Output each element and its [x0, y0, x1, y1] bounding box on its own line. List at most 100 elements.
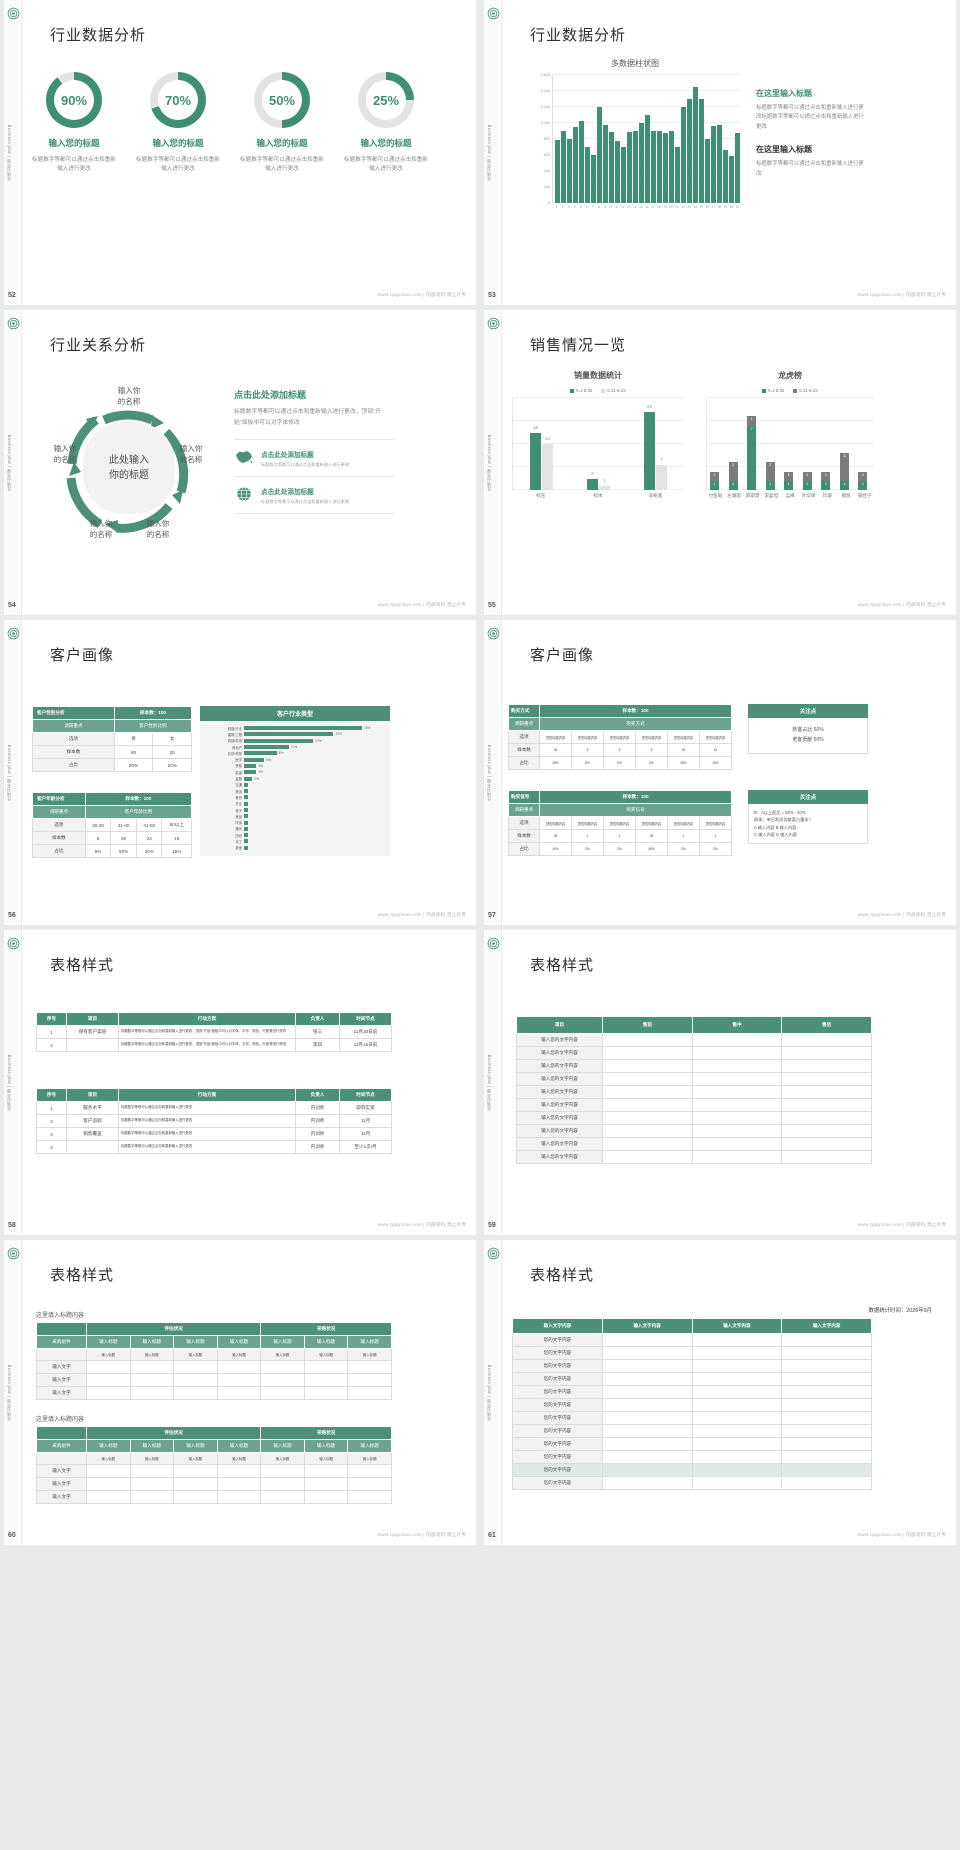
slide-61[interactable]: Business plan | 商业计划书 表格样式 数据统计时间：2026年9…	[484, 1240, 956, 1545]
table-row[interactable]: 输入文字	[36, 1490, 392, 1504]
table-row[interactable]: 输入您的文字内容	[516, 1059, 872, 1073]
slide-52[interactable]: Business plan | 商业计划书 行业数据分析 90% 输入您的标题 …	[4, 0, 476, 305]
table-row[interactable]: 1 保有客户渠道 标题数字等都可以通过点击和重新输入进行更改，顶部"开始"面板中可以…	[36, 1025, 392, 1039]
assessment-table-2[interactable]: 评估状况 采购状况 采购组件 输入标题 输入标题 输入标题 输入标题 输入标题 输入标题 输入标题…	[36, 1426, 392, 1504]
table-row[interactable]: 3 销售覆盖 标题数字等都可以通过点击和重新输入进行更改 内训师 11月	[36, 1127, 392, 1141]
cycle-diagram[interactable]: 此处输入 你的标题 输入你 的名称 输入你 的名称 输入你 的名称 输入你 的名称 输入…	[38, 382, 218, 552]
page-number: 53	[488, 292, 496, 299]
donut-card[interactable]: 50% 输入您的标题 标题数字等都可以通过点击和重新输入进行更改	[240, 72, 324, 174]
table-row[interactable]: 输入您的文字内容	[516, 1033, 872, 1047]
y-tick-label: 1,200	[540, 105, 550, 109]
donut-chart-70: 70%	[150, 72, 206, 128]
buy-mode-table[interactable]: 购买方式 样本数：100 调研重点 购买方式 选项 您的标题内容 您的标题内容 您的标题内容您…	[507, 704, 733, 770]
donut-card[interactable]: 90% 输入您的标题 标题数字等都可以通过点击和重新输入进行更改	[32, 72, 116, 174]
slide-57[interactable]: Business plan | 商业计划书 客户画像 购买方式 样本数：100 调研…	[484, 620, 956, 925]
table-row[interactable]: 您的文字内容	[512, 1411, 872, 1425]
table-row[interactable]: 输入文字	[36, 1386, 392, 1400]
date-table-61[interactable]: 输入文字内容 输入文字内容 输入文字内容 输入文字内容 您的文字内容 您的文字内容 您的文字…	[512, 1318, 872, 1490]
table-row[interactable]: 选项男女	[32, 732, 192, 746]
table-row[interactable]: 选项 您的标题内容 您的标题内容 您的标题内容 您的标题内容 您的标题内容 您的标题内容	[507, 816, 733, 830]
slide-60[interactable]: Business plan | 商业计划书 表格样式 这里填入标题内容 评估状况…	[4, 1240, 476, 1545]
table-row[interactable]: 输入您的文字内容	[516, 1111, 872, 1125]
table-row[interactable]: 样本数 45 2 3 45 2 3	[507, 829, 733, 843]
column-header: 项目	[516, 1016, 603, 1034]
side-row[interactable]: 点击此处添加标题 标题数字等都可以通过点击和重新输入进行更改	[234, 439, 394, 478]
industry-bar	[244, 814, 249, 819]
table-row[interactable]: 4 标题数字等都可以通过点击和重新输入进行更改 内训师 至少1次/月	[36, 1140, 392, 1154]
table-row[interactable]: 您的文字内容	[512, 1333, 872, 1347]
cell	[86, 1490, 131, 1504]
slide-leftbar: Business plan | 商业计划书	[4, 1240, 22, 1545]
donut-card[interactable]: 70% 输入您的标题 标题数字等都可以通过点击和重新输入进行更改	[136, 72, 220, 174]
table-row[interactable]: 输入文字	[36, 1477, 392, 1491]
slide-58[interactable]: Business plan | 商业计划书 表格样式 序号 项目 行动方案 负责人 时间…	[4, 930, 476, 1235]
cycle-node-bottom-left[interactable]: 输入你 的名称	[89, 519, 113, 539]
cycle-node-top[interactable]: 输入你 的名称	[117, 386, 141, 406]
table-row[interactable]: 输入文字	[36, 1464, 392, 1478]
table-row[interactable]: 输入您的文字内容	[516, 1137, 872, 1151]
gender-table[interactable]: 客户性别分析 样本数：100 调研重点 客户性别比例 选项男女 样本数 80 20 …	[32, 706, 193, 772]
action-plan-table-2[interactable]: 序号 项目 行动方案 负责人 时间节点 1 服务水平 标题数字等都可以通过点击和重新输入进行更…	[36, 1088, 392, 1154]
donut-card[interactable]: 25% 输入您的标题 标题数字等都可以通过点击和重新输入进行更改	[344, 72, 428, 174]
slide-59[interactable]: Business plan | 商业计划书 表格样式 项目 售前 售中 售后 输入您的文…	[484, 930, 956, 1235]
focus-box-2[interactable]: 关注点 B：A以上配比 = 50% : 50% 群体：单目利润贡献度占重多？ A 输…	[748, 790, 868, 845]
cycle-node-bottom-right[interactable]: 输入你 的名称	[146, 519, 170, 539]
table-row[interactable]: 选项 您的标题内容 您的标题内容 您的标题内容 您的标题内容 您的标题内容 您的标题内容	[507, 730, 733, 744]
table-row[interactable]: 您的文字内容	[512, 1476, 872, 1490]
cycle-node-right[interactable]: 输入你 的名称	[179, 444, 203, 464]
table-row[interactable]: 样本数 80 20	[32, 745, 192, 759]
table-row[interactable]: 您的文字内容	[512, 1437, 872, 1451]
action-plan-table-1[interactable]: 序号 项目 行动方案 负责人 时间节点 1 保有客户渠道 标题数字等都可以通过点击和重新输入进…	[36, 1012, 392, 1052]
table-row[interactable]: 样本数 5 60 23 15	[32, 831, 192, 845]
age-table[interactable]: 客户年龄分析 样本数：100 调研重点 客户年龄比例 选项 20-30 31-40 4…	[32, 792, 193, 858]
table-row[interactable]: 您的文字内容	[512, 1450, 872, 1464]
table-row[interactable]: 占比 45% 2% 3% 45% 2% 3%	[507, 842, 733, 856]
table-row[interactable]: 输入您的文字内容	[516, 1072, 872, 1086]
assessment-table-1[interactable]: 评估状况 采购状况 采购组件 输入标题 输入标题 输入标题 输入标题 输入标题 输入标题 输入标题…	[36, 1322, 392, 1400]
cycle-node-left[interactable]: 输入你 的名称	[53, 444, 77, 464]
row-label: 输入文字	[36, 1490, 87, 1504]
side-row[interactable]: 点击此处添加标题 标题数字等都可以通过点击和重新输入进行更改	[234, 477, 394, 514]
focus-box-1[interactable]: 关注点 新客占比 50% 老客贡献 50%	[748, 704, 868, 754]
cell: 至少1次/月	[339, 1140, 392, 1154]
table-row[interactable]: 您的文字内容	[512, 1398, 872, 1412]
table-row[interactable]: 输入您的文字内容	[516, 1098, 872, 1112]
slide-54[interactable]: Business plan | 商业计划书 行业关系分析	[4, 310, 476, 615]
table-row[interactable]: 您的文字内容	[512, 1463, 872, 1477]
slide-56[interactable]: Business plan | 商业计划书 客户画像 客户性别分析 样本数：10…	[4, 620, 476, 925]
table-row[interactable]: 2 标题数字等都可以通过点击和重新输入进行更改，顶部"开始"面板中可以对字体、字号…	[36, 1038, 392, 1052]
table-row[interactable]: 输入您的文字内容	[516, 1085, 872, 1099]
table-row[interactable]: 输入您的文字内容	[516, 1124, 872, 1138]
table-subheader-row-2: 输入标题 输入标题 输入标题 输入标题 输入标题 输入标题 输入标题	[36, 1452, 392, 1465]
multi-bar-chart[interactable]: 多数据柱状图 0 200 400 600 800 1,000 1,200 1,400 1,600…	[530, 58, 740, 223]
table-row[interactable]: 输入您的文字内容	[516, 1046, 872, 1060]
table-row[interactable]: 输入文字	[36, 1360, 392, 1374]
table-row[interactable]: 您的文字内容	[512, 1372, 872, 1386]
table-row[interactable]: 您的文字内容	[512, 1346, 872, 1360]
age-sample-size: 样本数：100	[84, 792, 193, 806]
table-row[interactable]: 您的文字内容	[512, 1359, 872, 1373]
industry-type-chart[interactable]: 客户行业类型 制造/行业 29% 建筑/工程 22% 机械/机电 17% 房地产 11% 石材/…	[200, 706, 390, 856]
table-row[interactable]: 选项 20-30 31-40 41-50 50以上	[32, 818, 192, 832]
simple-table-59[interactable]: 项目 售前 售中 售后 输入您的文字内容 输入您的文字内容 输入您的文字内容 输入您的文字内容…	[516, 1016, 872, 1164]
slide-53[interactable]: Business plan | 商业计划书 行业数据分析 多数据柱状图 0 200…	[484, 0, 956, 305]
slide-55[interactable]: Business plan | 商业计划书 销售情况一览 销量数据统计 5.1-…	[484, 310, 956, 615]
donut-title: 输入您的标题	[360, 138, 412, 148]
sales-volume-chart[interactable]: 销量数据统计 5.1-5.30 5.31-6.24 16 13 3 1 22 7 标压 标体…	[512, 370, 684, 499]
table-row[interactable]: 样本数 35 5 5 5 35 15	[507, 743, 733, 757]
table-row[interactable]: 占比 5% 60% 20% 15%	[32, 844, 192, 858]
table-row[interactable]: 占比 80% 20%	[32, 758, 192, 772]
table-row[interactable]: 您的文字内容	[512, 1385, 872, 1399]
row-label: 输入您的文字内容	[516, 1033, 603, 1047]
row-label: 您的文字内容	[512, 1385, 603, 1399]
table-row[interactable]: 1 服务水平 标题数字等都可以通过点击和重新输入进行更改 内训师 即刻实宽	[36, 1101, 392, 1115]
table-row[interactable]: 输入您的文字内容	[516, 1150, 872, 1164]
cell	[781, 1463, 872, 1477]
table-row[interactable]: 您的文字内容	[512, 1424, 872, 1438]
buy-signal-table[interactable]: 购买信号 样本数：100 调研重点 购买信号 选项 您的标题内容 您的标题内容 您的标题内容您…	[507, 790, 733, 856]
table-row[interactable]: 输入文字	[36, 1373, 392, 1387]
table-row[interactable]: 占比 35% 5% 5% 5% 35% 15%	[507, 756, 733, 770]
cell	[602, 1124, 693, 1138]
table-row[interactable]: 2 客户追踪 标题数字等都可以通过点击和重新输入进行更改 内训师 11月	[36, 1114, 392, 1128]
